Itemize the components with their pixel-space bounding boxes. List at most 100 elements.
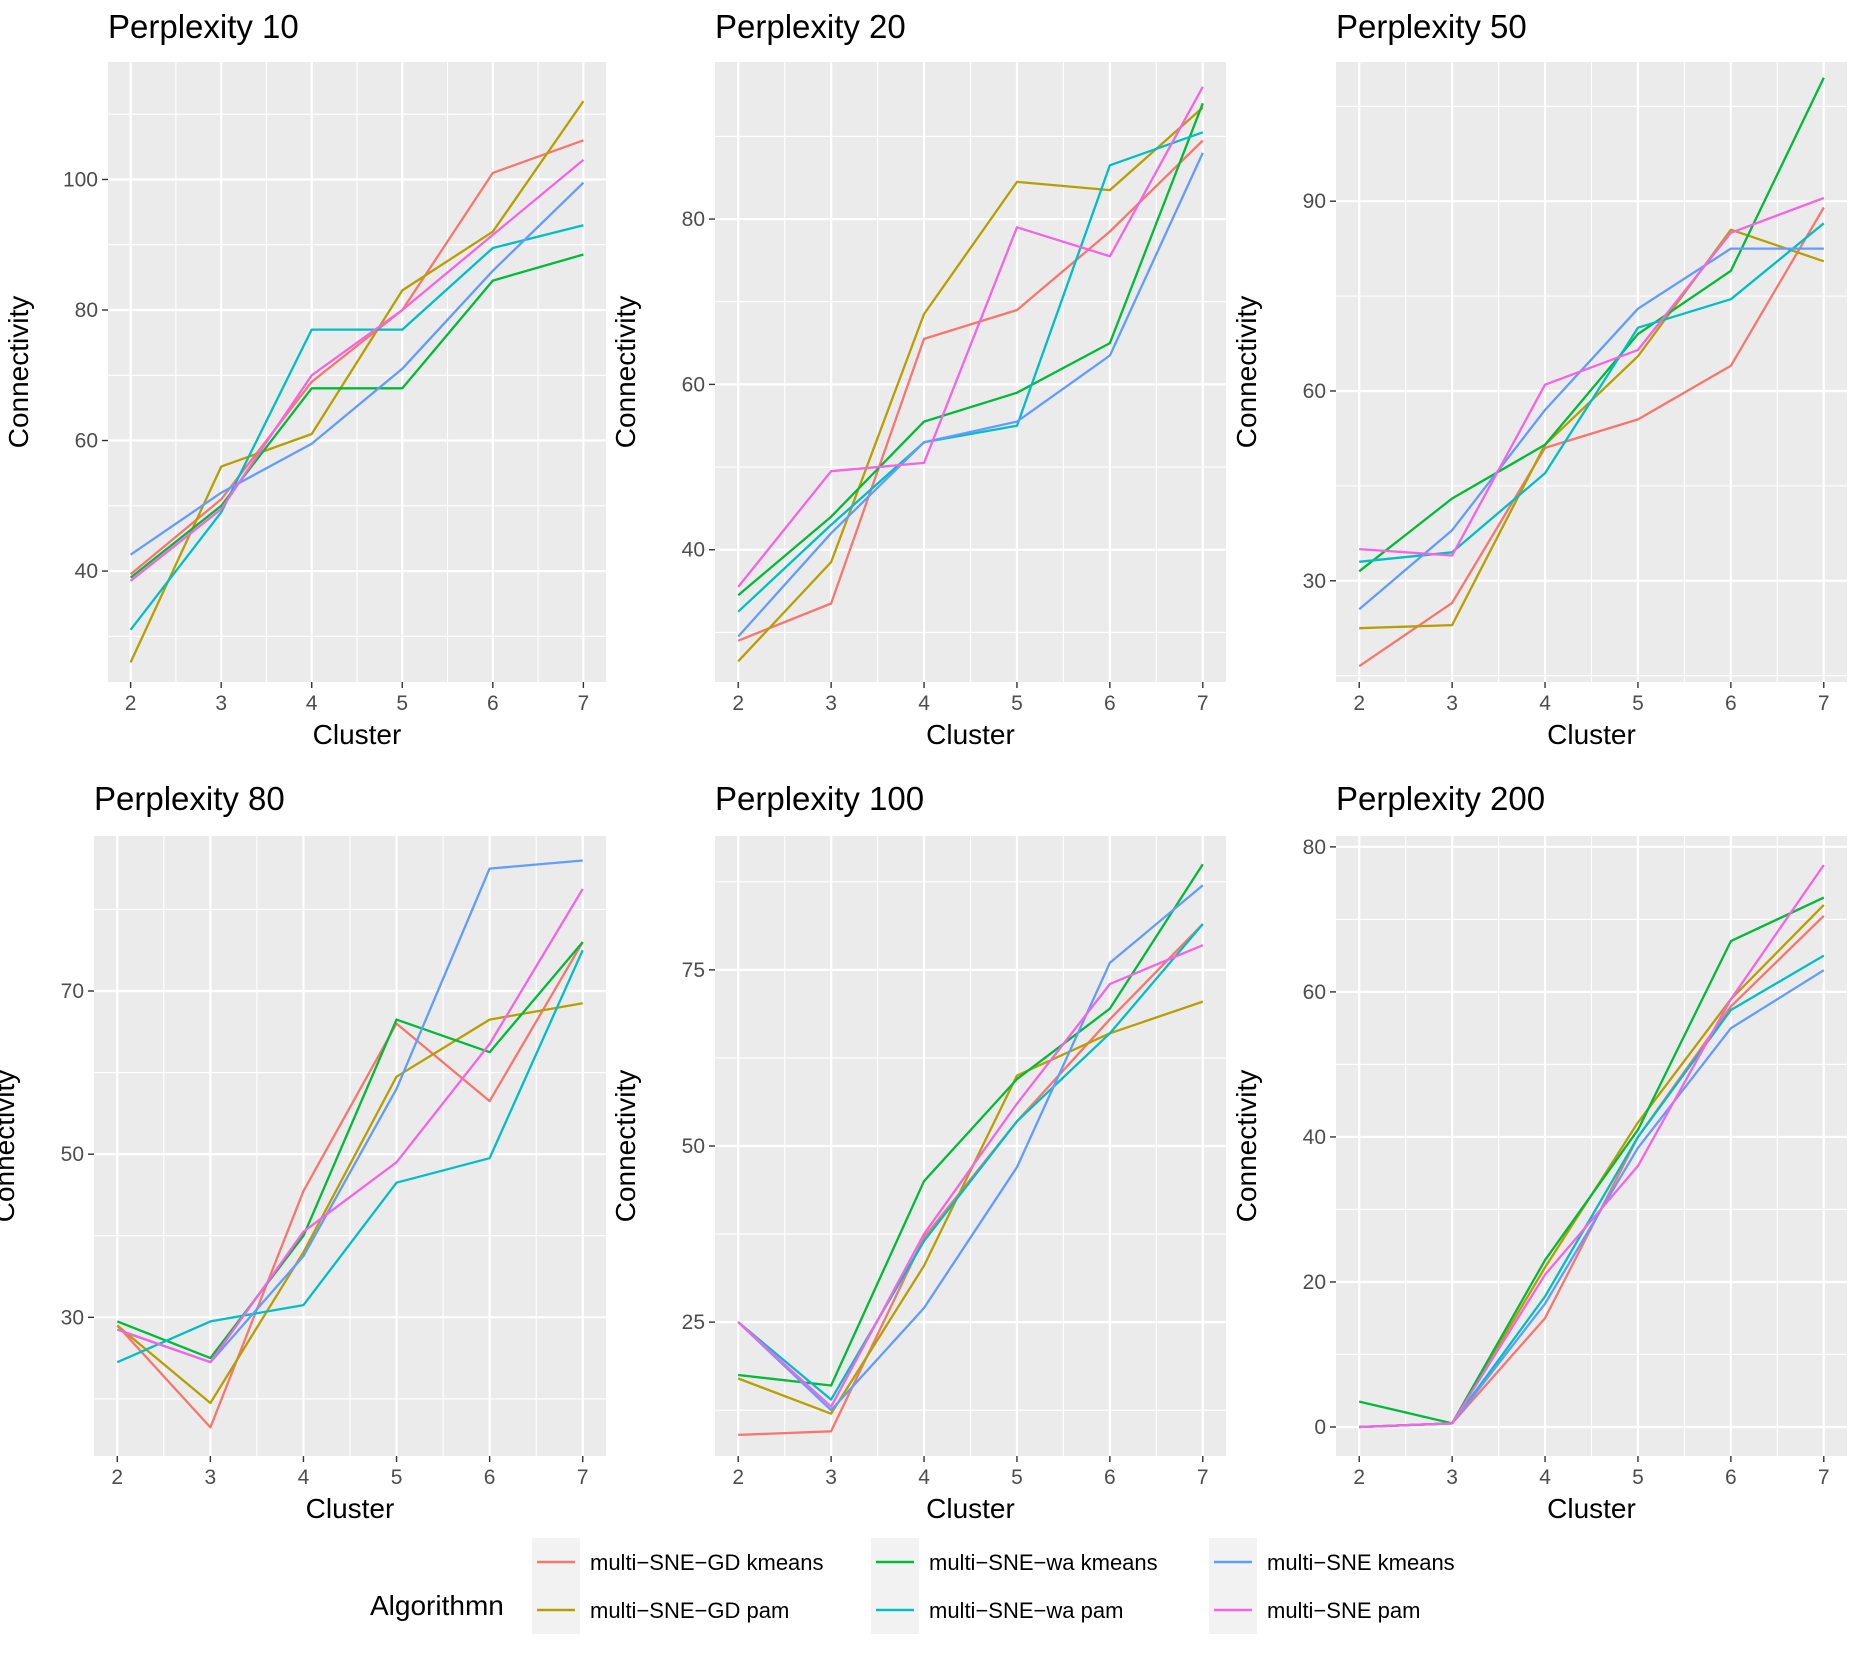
x-tick-label: 2 [732,1466,744,1489]
y-tick-label: 30 [1303,570,1326,593]
y-tick-label: 90 [1303,190,1326,213]
series-line-multi-sne-pam [116,888,584,1364]
y-tick-label: 50 [61,1143,84,1166]
y-tick-label: 80 [1303,836,1326,859]
y-tick-label: 100 [63,168,98,191]
x-tick-label: 7 [1818,1466,1830,1489]
x-tick-label: 3 [215,692,227,715]
chart-panel-1: 40 60 80 100 2 3 4 5 6 7 Cluster Connectivity Perple… [3,8,606,750]
x-tick-label: 3 [1446,692,1458,715]
series-line-multi-sne-wa-pam [129,224,584,631]
series-line-multi-sne-kmeans [1358,247,1824,611]
x-tick-label: 6 [487,692,499,715]
x-tick-label: 7 [1197,692,1209,715]
chart-panel-2: 40 60 80 2 3 4 5 6 7 Cluster Connectivity Perplexit… [610,8,1226,750]
series-line-multi-sne-wa-pam [737,131,1204,613]
x-tick-label: 3 [1446,1466,1458,1489]
x-tick-label: 4 [918,1466,930,1489]
legend-label: multi−SNE−wa pam [929,1598,1123,1623]
x-axis-title: Cluster [1547,719,1636,750]
series-line-multi-sne-gd-kmeans [1358,206,1825,668]
legend-label: multi−SNE pam [1267,1598,1420,1623]
y-tick-label: 25 [682,1311,705,1334]
legend-item-multi-sne-kmeans: multi−SNE kmeans [1209,1538,1455,1586]
y-axis-title: Connectivity [3,296,34,449]
y-axis-title: Connectivity [1231,296,1262,449]
chart-panel-4: 30 50 70 2 3 4 5 6 7 Cluster Connectivity Perplexit… [0,780,606,1524]
chart-title: Perplexity 10 [108,8,299,45]
x-tick-label: 7 [577,1466,589,1489]
y-tick-label: 60 [1303,380,1326,403]
series-line-multi-sne-wa-kmeans [1358,896,1825,1425]
series-line-multi-sne-pam [1359,196,1825,557]
x-tick-label: 2 [1353,692,1365,715]
series-line-multi-sne-gd-pam [737,106,1204,663]
x-tick-label: 6 [484,1466,496,1489]
series-line-multi-sne-wa-kmeans [1358,77,1825,573]
chart-title: Perplexity 20 [715,8,906,45]
y-tick-label: 75 [682,959,705,982]
series-line-multi-sne-pam [737,86,1204,588]
chart-title: Perplexity 100 [715,780,924,817]
x-tick-label: 5 [1011,692,1023,715]
x-tick-label: 5 [391,1466,403,1489]
y-tick-label: 60 [75,430,98,453]
x-tick-label: 2 [111,1466,123,1489]
y-tick-label: 60 [1303,981,1326,1004]
x-tick-label: 2 [732,692,744,715]
y-axis-title: Connectivity [610,1070,641,1223]
y-tick-label: 80 [75,299,98,322]
x-tick-label: 2 [1353,1466,1365,1489]
y-tick-label: 30 [61,1306,84,1329]
x-axis-title: Cluster [313,719,402,750]
series-line-multi-sne-kmeans [129,181,585,556]
x-tick-label: 3 [205,1466,217,1489]
x-tick-label: 4 [298,1466,310,1489]
x-tick-label: 4 [918,692,930,715]
y-axis-title: Connectivity [610,296,641,449]
x-tick-label: 5 [1011,1466,1023,1489]
x-tick-label: 7 [1197,1466,1209,1489]
x-axis-title: Cluster [306,1493,395,1524]
y-axis-title: Connectivity [1231,1070,1262,1223]
x-tick-label: 4 [306,692,318,715]
chart-title: Perplexity 200 [1336,780,1545,817]
legend-label: multi−SNE kmeans [1267,1550,1455,1575]
series-line-multi-sne-wa-kmeans [738,863,1204,1387]
y-tick-label: 70 [61,980,84,1003]
chart-title: Perplexity 50 [1336,8,1527,45]
series-line-multi-sne-pam [129,159,585,582]
legend-label: multi−SNE−GD kmeans [590,1550,824,1575]
x-tick-label: 3 [825,1466,837,1489]
x-axis-title: Cluster [926,1493,1015,1524]
y-tick-label: 0 [1314,1416,1326,1439]
x-tick-label: 6 [1104,692,1116,715]
y-tick-label: 80 [682,208,705,231]
x-axis-title: Cluster [1547,1493,1636,1524]
legend-label: multi−SNE−wa kmeans [929,1550,1158,1575]
series-line-multi-sne-gd-pam [129,100,585,663]
chart-title: Perplexity 80 [94,780,285,817]
series-line-multi-sne-wa-kmeans [129,253,584,579]
legend: Algorithmn multi−SNE−GD kmeans multi−SNE−G… [370,1538,1455,1634]
x-tick-label: 5 [1632,692,1644,715]
y-tick-label: 40 [1303,1126,1326,1149]
x-tick-label: 4 [1539,1466,1551,1489]
x-tick-label: 2 [125,692,137,715]
chart-panel-3: 30 60 90 2 3 4 5 6 7 Cluster Connectivity Perplexit… [1231,8,1847,750]
series-line-multi-sne-wa-pam [116,949,584,1364]
series-line-multi-sne-pam [737,944,1204,1408]
legend-item-multi-sne-wa-pam: multi−SNE−wa pam [871,1586,1123,1634]
x-tick-label: 7 [578,692,590,715]
series-line-multi-sne-wa-kmeans [737,102,1204,597]
x-tick-label: 6 [1725,692,1737,715]
x-tick-label: 7 [1818,692,1830,715]
x-tick-label: 6 [1104,1466,1116,1489]
series-line-multi-sne-gd-kmeans [737,139,1204,642]
series-line-multi-sne-pam [1359,864,1825,1429]
series-line-multi-sne-kmeans [737,152,1204,638]
legend-item-multi-sne-gd-kmeans: multi−SNE−GD kmeans [532,1538,824,1586]
legend-item-multi-sne-pam: multi−SNE pam [1209,1586,1420,1634]
